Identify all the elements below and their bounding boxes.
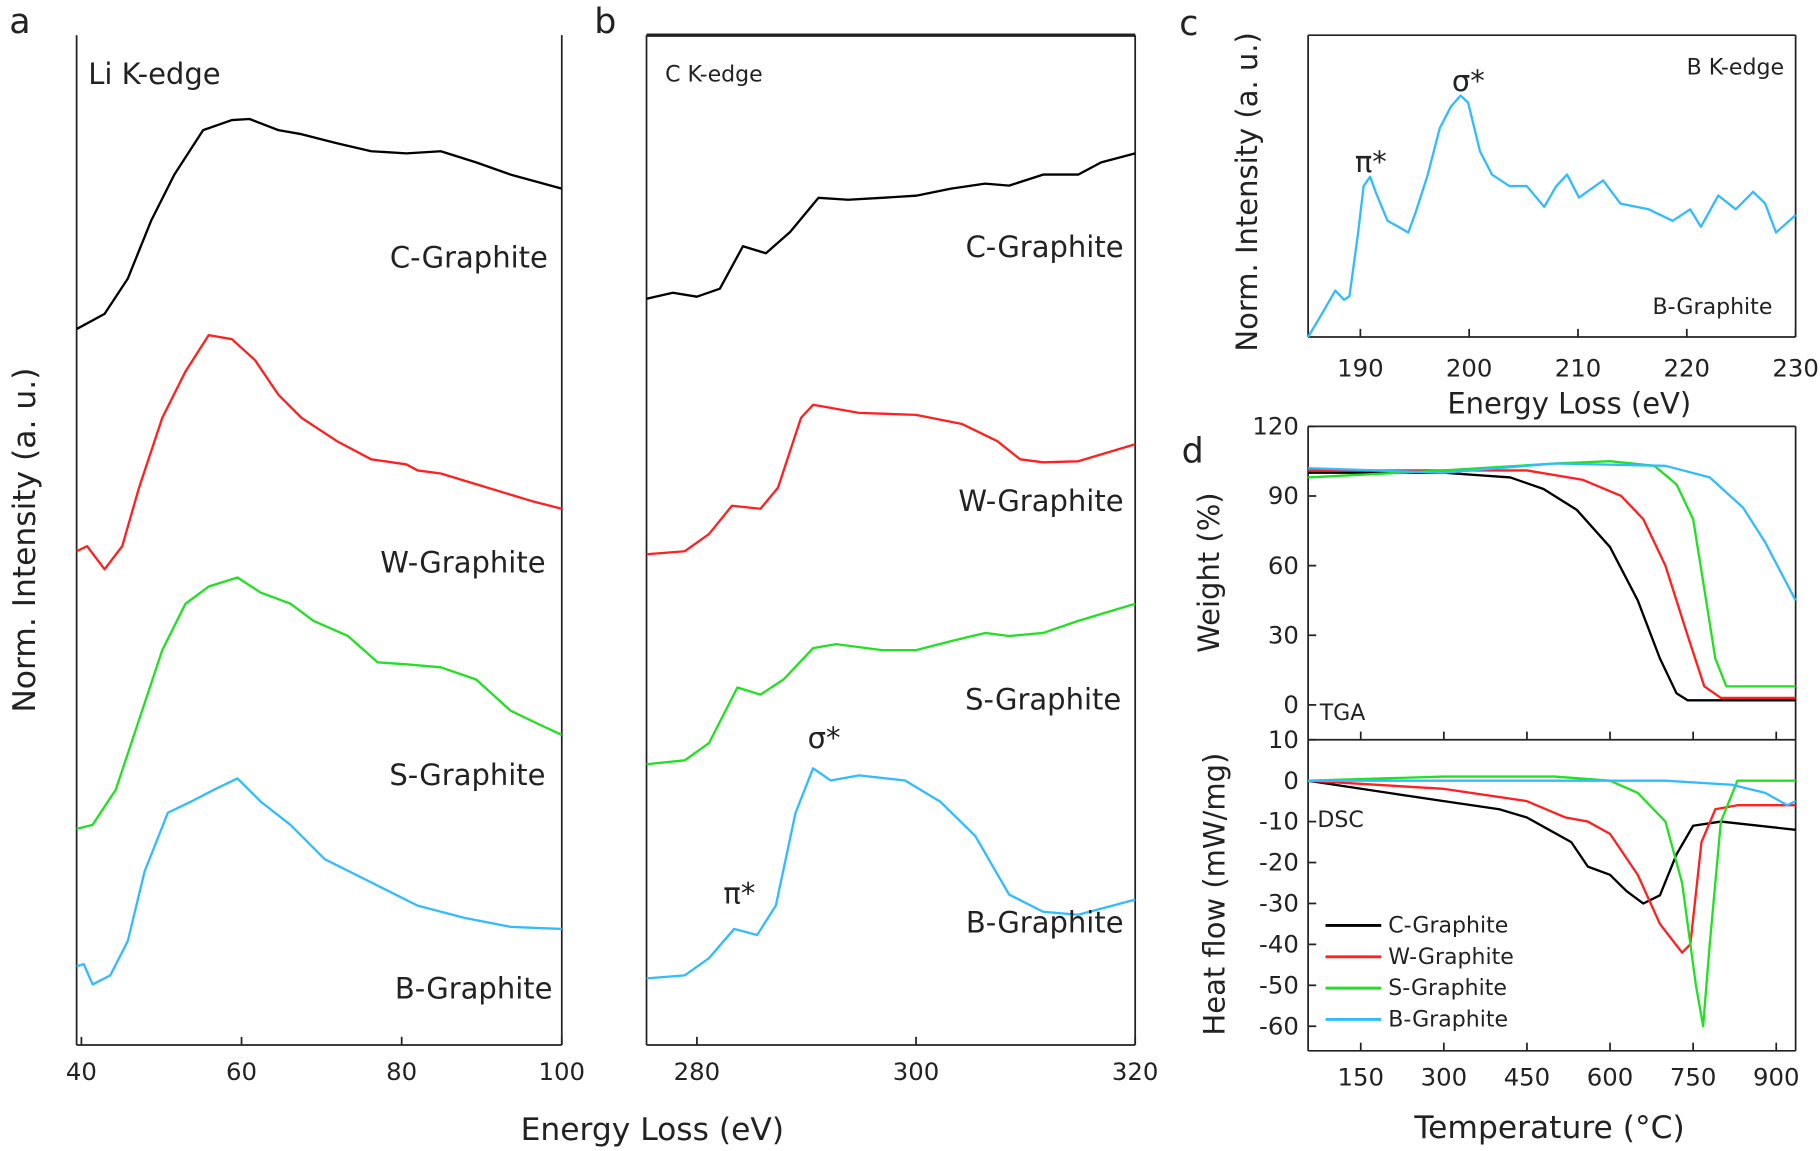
plot-d-tga: 0 30 60 90 120	[1252, 411, 1797, 741]
b-k-edge-label: B K-edge	[1687, 56, 1784, 81]
pi-star-label-b: π*	[723, 876, 755, 910]
sigma-star-label-c: σ*	[1452, 64, 1485, 98]
y-tick-label: -60	[1259, 1011, 1299, 1040]
pi-star-label-c: π*	[1355, 145, 1387, 179]
legend-entry: W-Graphite	[1388, 945, 1514, 970]
x-tick-label: 600	[1587, 1063, 1634, 1092]
panel-label-d: d	[1182, 431, 1204, 471]
x-tick-label: 450	[1504, 1063, 1551, 1092]
y-tick-label: 0	[1283, 766, 1299, 795]
y-axis-label-ab: Norm. Intensity (a. u.)	[7, 368, 43, 713]
series-line-w-graphite	[646, 403, 1136, 556]
x-tick-label: 190	[1337, 353, 1384, 382]
x-tick-label: 300	[1421, 1063, 1468, 1092]
dsc-label: DSC	[1317, 808, 1363, 833]
x-tick-label: 80	[386, 1057, 417, 1086]
series-line-s-graphite	[76, 576, 563, 831]
li-k-edge-label: Li K-edge	[88, 57, 220, 91]
x-axis-label-d: Temperature (°C)	[1413, 1110, 1684, 1146]
c-k-edge-label: C K-edge	[665, 63, 763, 88]
series-line-s-graphite	[646, 602, 1136, 766]
plot-c: 190 200 210 220 230	[1307, 34, 1819, 382]
series-line-c-graphite	[1308, 471, 1796, 702]
x-tick-label: 750	[1670, 1063, 1717, 1092]
tga-label: TGA	[1319, 701, 1366, 726]
y-tick-label: 0	[1283, 690, 1299, 719]
panel-label-a: a	[9, 2, 30, 42]
y-tick-label: -30	[1259, 889, 1299, 918]
x-tick-label: 900	[1753, 1063, 1800, 1092]
curve-label-s-graphite-b: S-Graphite	[965, 683, 1121, 717]
plot-b: 280 300 320	[645, 33, 1159, 1086]
y-tick-label: 30	[1268, 620, 1299, 649]
panel-label-c: c	[1179, 4, 1198, 44]
y-tick-label: -40	[1259, 930, 1299, 959]
x-tick-label: 100	[539, 1057, 586, 1086]
x-tick-label: 280	[674, 1057, 720, 1086]
y-tick-label: 60	[1268, 551, 1299, 580]
y-axis-label-tga: Weight (%)	[1192, 492, 1226, 652]
curve-label-w-graphite-a: W-Graphite	[380, 546, 545, 580]
x-tick-label: 230	[1772, 353, 1819, 382]
curve-label-b-graphite-b: B-Graphite	[966, 905, 1124, 939]
series-line-w-graphite	[1308, 779, 1796, 954]
legend-entry: C-Graphite	[1388, 913, 1508, 938]
curve-label-c-graphite-a: C-Graphite	[390, 240, 548, 274]
y-axis-label-dsc: Heat flow (mW/mg)	[1198, 753, 1232, 1036]
series-line-w-graphite	[1308, 469, 1796, 700]
series-line-b-graphite	[646, 767, 1136, 980]
y-tick-label: -20	[1259, 848, 1299, 877]
series-line-b-graphite	[76, 777, 562, 986]
plot-d-dsc: 150 300 450 600 750 900 10 0 -10 -20 -30 -40 -50 -60	[1259, 725, 1799, 1092]
x-tick-label: 320	[1112, 1057, 1159, 1086]
legend-entry: S-Graphite	[1388, 976, 1507, 1001]
series-line-c-graphite	[76, 117, 563, 331]
series-line-b-graphite	[1308, 779, 1797, 807]
series-line-b-graphite	[1307, 94, 1797, 338]
series-line-s-graphite	[1308, 775, 1796, 1028]
series-line-b-graphite	[1308, 462, 1797, 601]
curve-label-b-graphite-c: B-Graphite	[1653, 295, 1773, 320]
y-tick-label: 120	[1252, 411, 1298, 440]
curve-label-w-graphite-b: W-Graphite	[958, 484, 1123, 518]
x-tick-label: 210	[1555, 353, 1602, 382]
x-tick-label: 200	[1446, 353, 1493, 382]
y-tick-label: -10	[1259, 807, 1299, 836]
y-tick-label: 90	[1268, 481, 1299, 510]
y-axis-label-c: Norm. Intensity (a. u.)	[1230, 32, 1264, 351]
x-tick-label: 40	[66, 1057, 97, 1086]
y-tick-label: 10	[1268, 725, 1299, 754]
series-line-w-graphite	[76, 333, 563, 571]
x-axis-label-c: Energy Loss (eV)	[1447, 387, 1691, 421]
curve-label-c-graphite-b: C-Graphite	[966, 230, 1124, 264]
series-line-c-graphite	[646, 152, 1136, 300]
x-tick-label: 150	[1338, 1063, 1385, 1092]
plot-a: 40 60 80 100	[66, 35, 585, 1086]
x-tick-label: 60	[226, 1057, 257, 1086]
panel-label-b: b	[594, 2, 616, 42]
curve-label-b-graphite-a: B-Graphite	[395, 972, 553, 1006]
x-axis-label-ab: Energy Loss (eV)	[521, 1112, 784, 1148]
curve-label-s-graphite-a: S-Graphite	[389, 758, 545, 792]
sigma-star-label-b: σ*	[808, 721, 841, 755]
legend-entry: B-Graphite	[1388, 1007, 1508, 1032]
series-line-c-graphite	[1307, 779, 1796, 905]
x-tick-label: 300	[893, 1057, 939, 1086]
legend: C-Graphite W-Graphite S-Graphite B-Graphite	[1325, 913, 1514, 1032]
x-tick-label: 220	[1664, 353, 1710, 382]
y-tick-label: -50	[1259, 970, 1299, 999]
